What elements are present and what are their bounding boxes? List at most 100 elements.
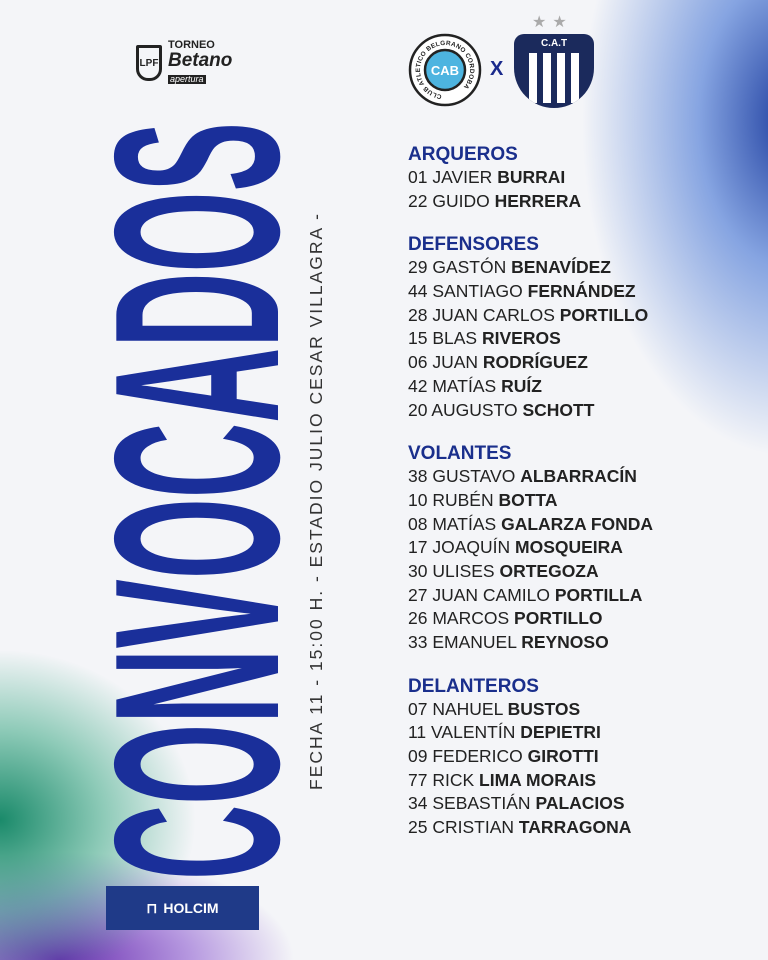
player-row: 25 CRISTIAN TARRAGONA	[408, 817, 653, 841]
section-title: DELANTEROS	[408, 675, 539, 697]
player-number: 38	[408, 466, 428, 487]
player-first-name: JUAN CARLOS	[432, 304, 555, 325]
player-number: 26	[408, 608, 428, 629]
player-last-name: LIMA MORAIS	[479, 769, 597, 790]
player-number: 06	[408, 352, 428, 373]
player-number: 20	[408, 399, 428, 420]
player-row: 27 JUAN CAMILO PORTILLA	[408, 585, 653, 609]
league-phase: apertura	[168, 74, 206, 84]
player-first-name: JUAN CAMILO	[432, 584, 550, 605]
player-first-name: GUSTAVO	[432, 466, 516, 487]
player-first-name: MATÍAS	[432, 513, 497, 534]
player-number: 28	[408, 304, 428, 325]
player-row: 10 RUBÉN BOTTA	[408, 490, 653, 514]
player-last-name: RODRÍGUEZ	[482, 352, 588, 373]
player-row: 09 FEDERICO GIROTTI	[408, 746, 653, 770]
player-last-name: BURRAI	[497, 167, 566, 187]
player-number: 10	[408, 489, 428, 510]
player-last-name: FERNÁNDEZ	[527, 281, 636, 302]
match-info: FECHA 11 - 15:00 H. - ESTADIO JULIO CESA…	[306, 212, 326, 790]
player-last-name: PALACIOS	[535, 793, 625, 814]
player-first-name: CRISTIAN	[432, 817, 515, 838]
player-last-name: BOTTA	[498, 489, 558, 510]
player-last-name: HERRERA	[494, 190, 582, 211]
section-delanteros: DELANTEROS 07 NAHUEL BUSTOS 11 VALENTÍN DE…	[408, 676, 653, 841]
player-first-name: AUGUSTO	[431, 399, 518, 420]
player-first-name: JUAN	[432, 352, 479, 373]
player-first-name: FEDERICO	[432, 746, 523, 767]
player-row: 38 GUSTAVO ALBARRACÍN	[408, 466, 653, 490]
player-number: 27	[408, 584, 428, 605]
player-row: 29 GASTÓN BENAVÍDEZ	[408, 257, 653, 281]
player-first-name: JOAQUÍN	[432, 537, 511, 558]
player-number: 11	[408, 722, 427, 743]
section-defensores: DEFENSORES 29 GASTÓN BENAVÍDEZ 44 SANTIAGO…	[408, 234, 653, 423]
player-last-name: DEPIETRI	[520, 722, 601, 743]
player-first-name: SANTIAGO	[432, 281, 523, 302]
player-row: 28 JUAN CARLOS PORTILLO	[408, 305, 653, 329]
player-number: 08	[408, 513, 428, 534]
player-number: 33	[408, 632, 428, 652]
section-volantes: VOLANTES 38 GUSTAVO ALBARRACÍN 10 RUBÉN BO…	[408, 443, 653, 656]
player-last-name: TARRAGONA	[518, 817, 632, 838]
player-first-name: RUBÉN	[432, 489, 494, 510]
player-first-name: BLAS	[432, 328, 478, 349]
player-last-name: RIVEROS	[481, 328, 561, 349]
player-last-name: GALARZA FONDA	[501, 513, 654, 534]
player-last-name: MOSQUEIRA	[515, 537, 623, 558]
player-row: 07 NAHUEL BUSTOS	[408, 699, 653, 723]
league-sponsor: Betano	[168, 50, 233, 71]
player-first-name: SEBASTIÁN	[432, 793, 531, 814]
player-row: 34 SEBASTIÁN PALACIOS	[408, 793, 653, 817]
away-team-crest: C.A.T	[514, 34, 594, 108]
holcim-logo-icon: ⊓	[146, 899, 158, 916]
player-last-name: PORTILLA	[554, 584, 643, 605]
player-number: 15	[408, 328, 428, 349]
sponsor-badge: ⊓ HOLCIM	[106, 886, 259, 930]
player-row: 26 MARCOS PORTILLO	[408, 608, 653, 632]
section-arqueros: ARQUEROS 01 JAVIER BURRAI 22 GUIDO HERRERA	[408, 144, 653, 214]
player-row: 17 JOAQUÍN MOSQUEIRA	[408, 537, 653, 561]
player-first-name: VALENTÍN	[431, 722, 516, 743]
home-team-crest: CLUB ATLETICO BELGRANO CORDOBA CAB	[408, 33, 482, 107]
league-line1: TORNEO	[168, 39, 215, 51]
player-number: 42	[408, 375, 428, 396]
player-number: 30	[408, 560, 428, 581]
lpf-shield-icon: LPF	[136, 45, 162, 81]
player-last-name: PORTILLO	[514, 608, 603, 629]
player-first-name: MARCOS	[432, 608, 510, 629]
player-last-name: SCHOTT	[522, 399, 595, 420]
player-first-name: ULISES	[432, 560, 495, 581]
player-row: 33 EMANUEL REYNOSO	[408, 632, 653, 656]
league-logo: LPF TORNEO Betano apertura	[136, 40, 232, 86]
player-first-name: NAHUEL	[432, 698, 503, 719]
squad-list: ARQUEROS 01 JAVIER BURRAI 22 GUIDO HERRERA…	[408, 144, 653, 861]
player-number: 17	[408, 537, 428, 558]
player-first-name: MATÍAS	[432, 375, 497, 396]
player-first-name: GUIDO	[432, 190, 490, 211]
player-number: 07	[408, 698, 428, 719]
player-last-name: RUÍZ	[501, 375, 542, 396]
player-number: 34	[408, 793, 428, 814]
player-row: 30 ULISES ORTEGOZA	[408, 561, 653, 585]
player-row: 01 JAVIER BURRAI	[408, 167, 653, 191]
player-first-name: JAVIER	[432, 167, 493, 187]
player-row: 20 AUGUSTO SCHOTT	[408, 400, 653, 424]
title-convocados: CONVOCADOS	[100, 122, 285, 880]
player-number: 01	[408, 167, 428, 187]
section-title: DEFENSORES	[408, 234, 539, 256]
player-last-name: GIROTTI	[527, 746, 599, 767]
player-first-name: EMANUEL	[432, 632, 517, 652]
player-number: 25	[408, 817, 428, 838]
player-first-name: RICK	[432, 769, 475, 790]
player-row: 08 MATÍAS GALARZA FONDA	[408, 514, 653, 538]
player-last-name: ORTEGOZA	[499, 560, 599, 581]
player-first-name: GASTÓN	[432, 257, 507, 278]
section-title: ARQUEROS	[408, 144, 518, 165]
player-row: 44 SANTIAGO FERNÁNDEZ	[408, 281, 653, 305]
player-number: 09	[408, 746, 428, 767]
home-crest-initials: CAB	[431, 63, 459, 78]
player-row: 06 JUAN RODRÍGUEZ	[408, 352, 653, 376]
section-title: VOLANTES	[408, 443, 512, 465]
stars-icon: ★★	[532, 14, 573, 31]
